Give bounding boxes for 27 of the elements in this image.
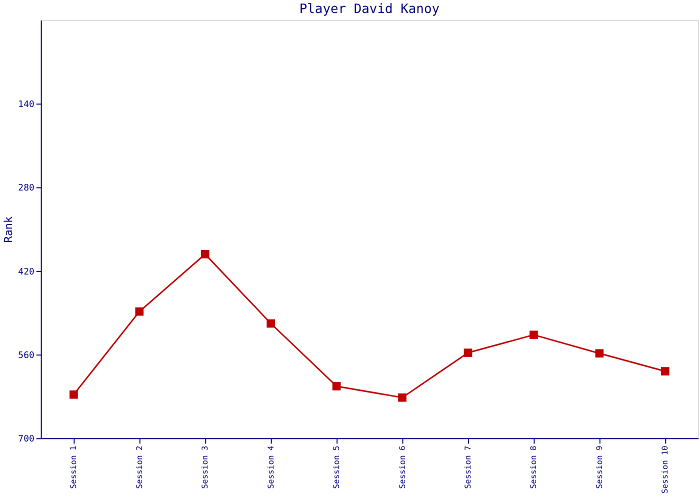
chart-title: Player David Kanoy [299, 2, 440, 18]
point [595, 349, 604, 358]
y-tick-label: 140 [18, 100, 34, 110]
x-tick-label: Session 9 [594, 445, 604, 489]
point [266, 319, 276, 328]
point [70, 390, 78, 399]
x-tick-label: Session 2 [134, 445, 144, 489]
y-tick-label: 560 [18, 351, 34, 362]
x-tick-label: Session 7 [463, 445, 472, 489]
x-tick-label: Session 5 [332, 445, 342, 489]
point [660, 367, 670, 376]
point [332, 382, 341, 390]
y-tick-label: 420 [18, 267, 34, 278]
x-tick-label: Session 8 [529, 445, 538, 489]
x-tick-label: Session 3 [200, 445, 210, 489]
x-tick-label: Session 4 [266, 445, 276, 489]
x-tick-label: Session 6 [398, 445, 407, 489]
point [464, 348, 472, 357]
y-axis-title: Rank [2, 216, 16, 243]
x-tick-label: Session 10 [660, 445, 670, 494]
x-tick-label: Session 1 [69, 445, 78, 489]
point [135, 307, 144, 316]
point [530, 330, 538, 339]
y-tick-label: 280 [18, 184, 34, 194]
point [200, 250, 210, 258]
point [398, 393, 406, 402]
y-tick-label: 700 [18, 434, 34, 445]
